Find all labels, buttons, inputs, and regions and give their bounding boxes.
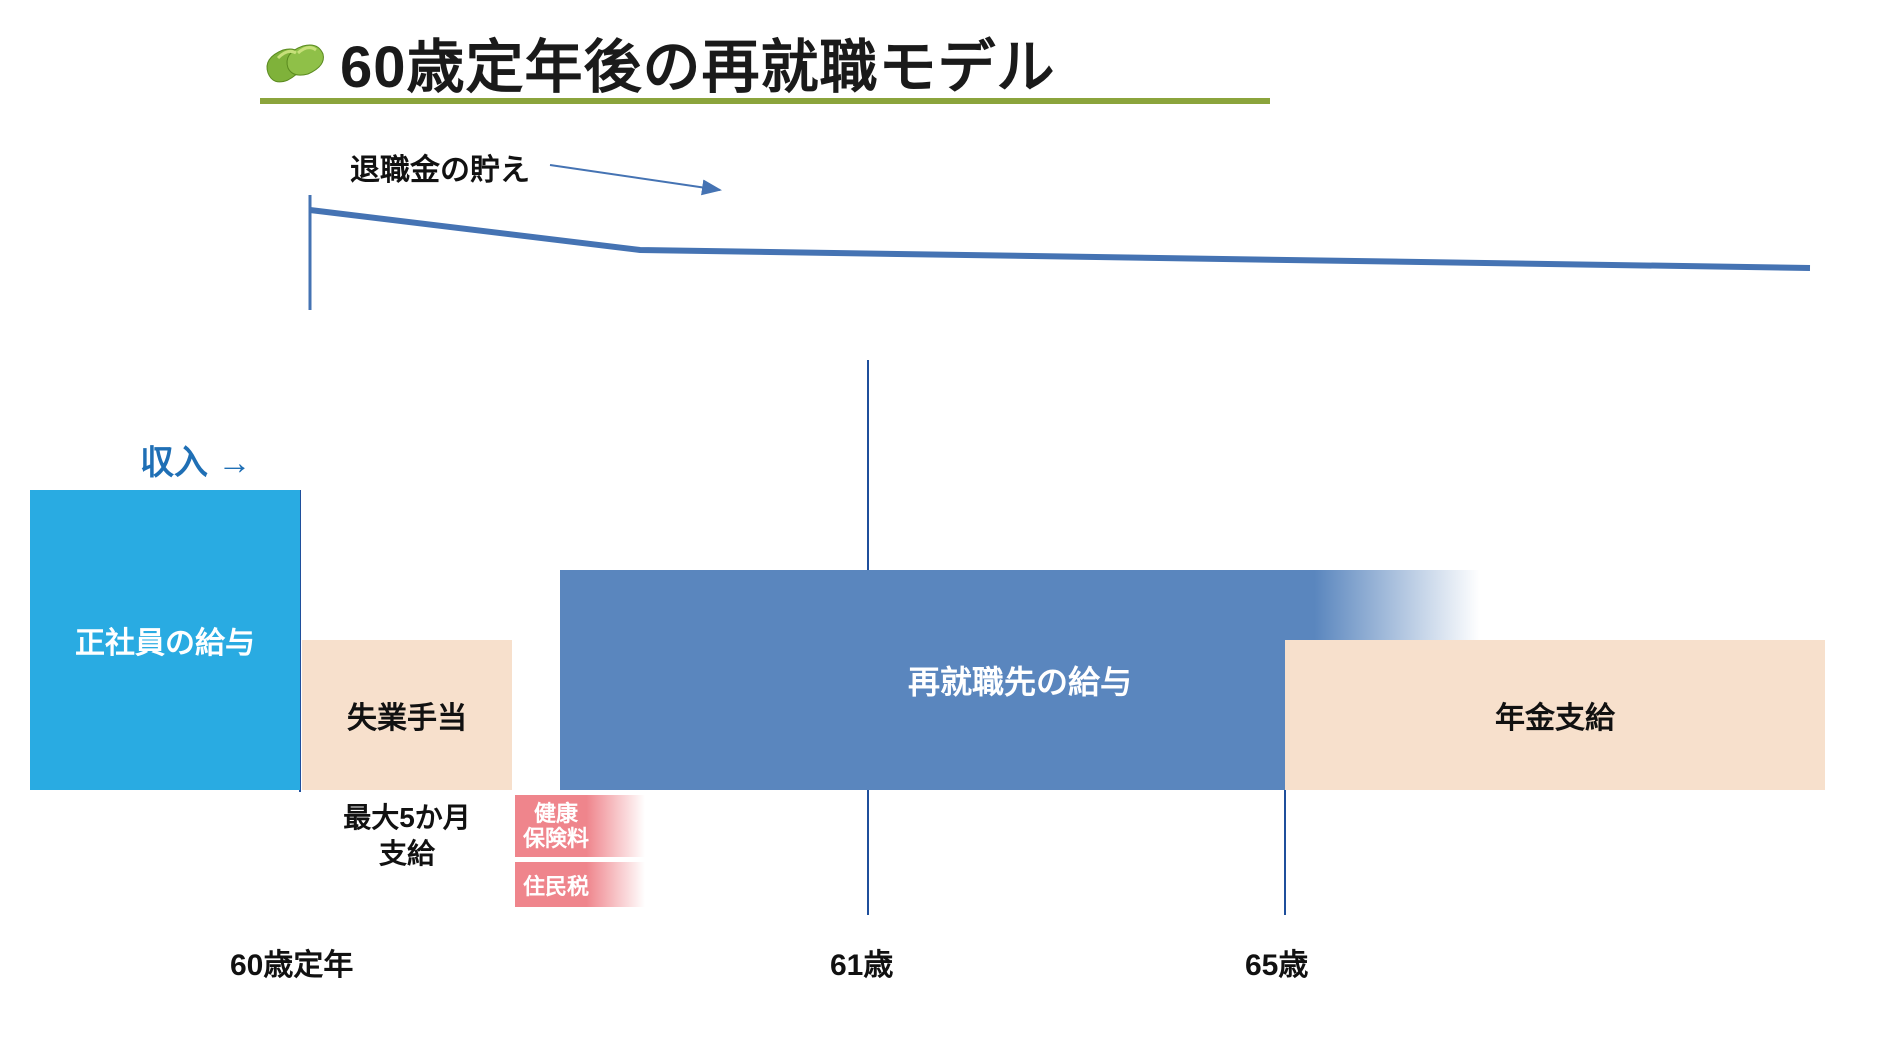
diagram-stage: 60歳定年後の再就職モデル 退職金の貯え 収入 → 正社員の給与 失業手当 最大… bbox=[0, 0, 1885, 1046]
health-line2: 保険料 bbox=[523, 826, 589, 851]
block-resident-tax: 住民税 bbox=[515, 862, 645, 907]
block-salary: 正社員の給与 bbox=[30, 490, 300, 790]
health-line1: 健康 bbox=[523, 801, 589, 826]
axis-label-0: 60歳定年 bbox=[230, 940, 353, 984]
axis-label-1: 61歳 bbox=[830, 940, 893, 984]
axis-label-2: 65歳 bbox=[1245, 940, 1308, 984]
income-label: 収入 → bbox=[140, 435, 251, 484]
unemployment-note: 最大5か月 支給 bbox=[302, 800, 512, 873]
savings-label: 退職金の貯え bbox=[350, 145, 530, 189]
block-pension: 年金支給 bbox=[1285, 640, 1825, 790]
unemployment-note-line1: 最大5か月 bbox=[302, 800, 512, 836]
block-unemployment: 失業手当 bbox=[302, 640, 512, 790]
unemployment-note-line2: 支給 bbox=[302, 836, 512, 872]
block-health-insurance: 健康 保険料 bbox=[515, 795, 645, 857]
